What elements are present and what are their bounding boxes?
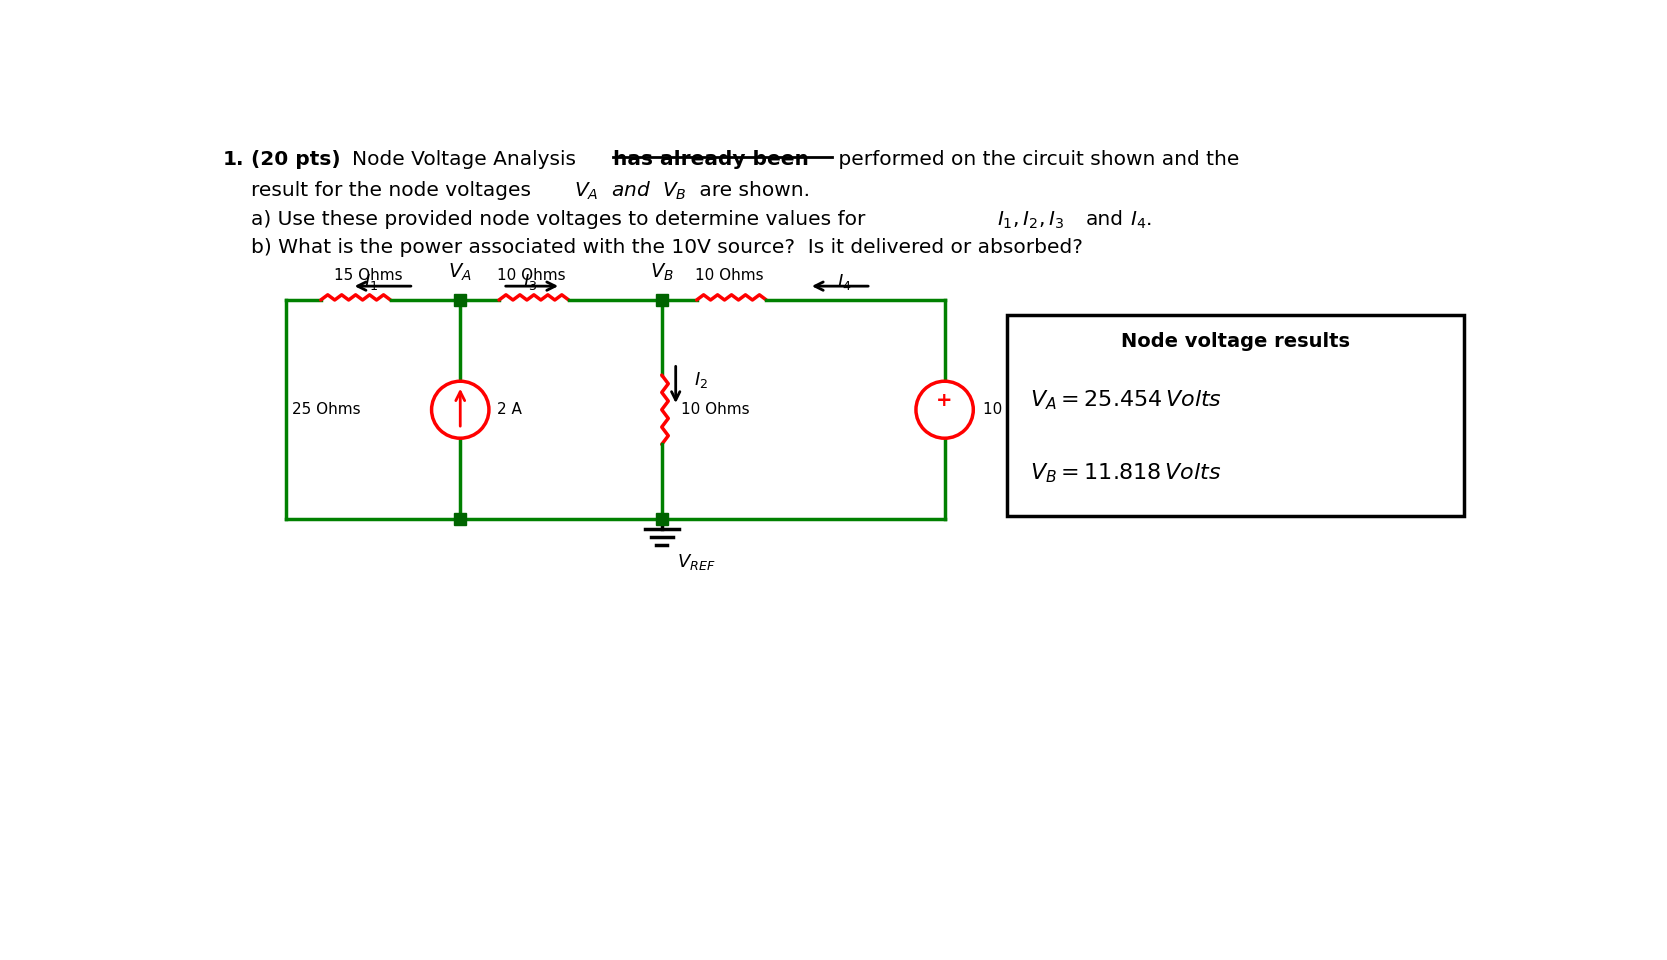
Text: 10 V: 10 V [984,402,1019,418]
Text: $V_A$: $V_A$ [448,262,472,283]
Text: are shown.: are shown. [693,180,810,200]
Text: Node Voltage Analysis: Node Voltage Analysis [352,150,582,169]
Text: $I_4.$: $I_4.$ [1125,210,1152,231]
Text: 2 A: 2 A [497,402,522,418]
Text: $V_{REF}$: $V_{REF}$ [677,552,715,572]
Text: performed on the circuit shown and the: performed on the circuit shown and the [832,150,1240,169]
Text: 10 Ohms: 10 Ohms [682,402,750,418]
Text: (20 pts): (20 pts) [252,150,340,169]
Text: has already been: has already been [613,150,808,169]
Text: 15 Ohms: 15 Ohms [333,268,402,283]
Bar [1007,316,1464,516]
Text: 10 Ohms: 10 Ohms [497,268,565,283]
Text: a) Use these provided node voltages to determine values for: a) Use these provided node voltages to d… [252,210,872,228]
Text: 1.: 1. [222,150,243,169]
Text: and: and [1085,210,1124,228]
Text: $I_1$: $I_1$ [363,273,378,292]
Text: $I_4$: $I_4$ [837,273,852,292]
Text: $V_B$: $V_B$ [650,262,673,283]
Text: $I_2$: $I_2$ [693,371,708,391]
Text: Node voltage results: Node voltage results [1120,332,1350,351]
Text: $I_1, I_2, I_3$: $I_1, I_2, I_3$ [997,210,1065,231]
Text: $and$: $and$ [605,180,652,200]
Text: result for the node voltages: result for the node voltages [252,180,537,200]
Text: $V_A = 25.454\,Volts$: $V_A = 25.454\,Volts$ [1030,389,1222,412]
Text: 25 Ohms: 25 Ohms [292,402,360,418]
Text: +: + [937,391,954,410]
Text: $V_B$: $V_B$ [662,180,687,202]
Text: b) What is the power associated with the 10V source?  Is it delivered or absorbe: b) What is the power associated with the… [252,238,1084,257]
Text: 10 Ohms: 10 Ohms [695,268,763,283]
Text: $V_B = 11.818\,Volts$: $V_B = 11.818\,Volts$ [1030,462,1222,486]
Text: $V_A$: $V_A$ [573,180,598,202]
Text: $I_3$: $I_3$ [523,273,537,292]
